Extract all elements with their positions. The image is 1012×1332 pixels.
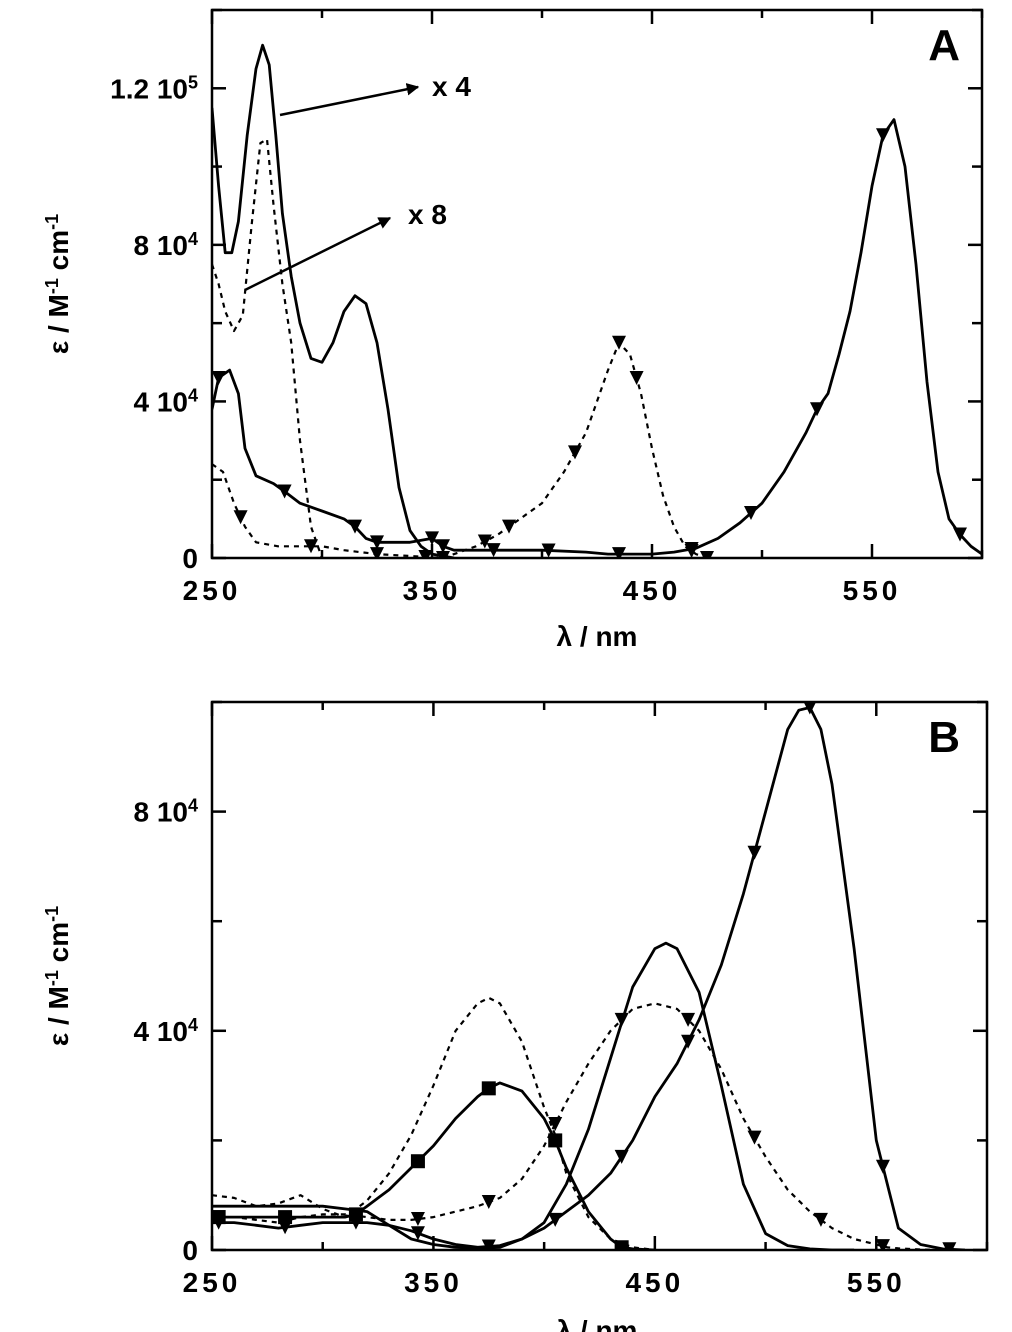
panel-a-frame xyxy=(210,8,984,560)
series-b-3-marker xyxy=(813,1212,828,1227)
y-tick-label: 0 xyxy=(182,543,198,574)
series-b-5-line xyxy=(212,706,965,1250)
panel-a-plot-area xyxy=(212,43,982,558)
series-b-5-marker xyxy=(942,1242,957,1250)
series-a-4-marker xyxy=(233,510,248,525)
series-b-2-marker xyxy=(410,1154,425,1169)
series-b-3-marker xyxy=(410,1212,425,1227)
x-tick-label: 250 xyxy=(183,575,242,606)
panel-b-label: B xyxy=(928,713,960,762)
series-b-3-line xyxy=(212,1002,943,1250)
series-b-2-marker xyxy=(481,1081,496,1096)
series-a-2-line xyxy=(212,138,324,558)
series-a-4-marker xyxy=(700,551,714,558)
series-a-3-marker xyxy=(370,535,384,550)
series-a-3-line xyxy=(212,118,982,556)
series-b-5-marker xyxy=(875,1159,890,1174)
series-a-3-marker xyxy=(876,128,890,143)
series-a-4-marker xyxy=(629,370,644,385)
series-b-3-marker xyxy=(681,1012,696,1027)
panel-b-x-axis-label: λ / nm xyxy=(557,1315,638,1332)
series-b-5-marker xyxy=(278,1220,293,1235)
series-a-4-marker xyxy=(612,335,626,350)
series-a-4-marker xyxy=(477,534,492,549)
x-tick-label: 250 xyxy=(183,1267,242,1298)
y-tick-label: 4 104 xyxy=(133,1015,198,1047)
panel-a-y-ticks: 0 4 104 8 104 1.2 105 xyxy=(110,8,982,574)
panel-a: 250 350 450 550 0 4 104 8 104 1.2 105 A λ / nm… xyxy=(42,8,984,652)
series-a-4-marker xyxy=(568,445,582,460)
annotation-x4: x 4 xyxy=(432,71,471,102)
panel-b-y-axis-label: ε / M-1 cm-1 xyxy=(42,906,74,1046)
panel-b-y-ticks: 0 4 104 8 104 xyxy=(133,700,987,1266)
x-tick-label: 350 xyxy=(403,575,462,606)
series-a-1-line xyxy=(212,43,455,558)
series-b-2-marker xyxy=(614,1240,629,1250)
annotation-x8: x 8 xyxy=(408,199,447,230)
annotation-arrow-x4 xyxy=(279,83,420,117)
series-a-4-marker xyxy=(436,551,450,558)
series-a-3-marker xyxy=(212,370,226,385)
y-tick-label: 8 104 xyxy=(133,229,198,261)
series-b-3-marker xyxy=(548,1116,563,1131)
series-b-5-marker xyxy=(681,1034,696,1049)
y-tick-label: 0 xyxy=(182,1235,198,1266)
series-a-3-marker xyxy=(541,543,556,558)
x-tick-label: 350 xyxy=(404,1267,463,1298)
series-a-3-marker xyxy=(348,519,362,534)
series-b-1-line xyxy=(212,996,656,1250)
series-b-5-marker xyxy=(481,1239,496,1250)
series-a-3-marker xyxy=(425,531,439,546)
panel-a-x-ticks: 250 350 450 550 xyxy=(183,10,984,606)
series-b-3-marker xyxy=(875,1239,890,1250)
series-a-4-marker xyxy=(370,547,384,558)
series-a-3-marker xyxy=(612,547,626,558)
series-b-3-marker xyxy=(481,1195,496,1210)
series-a-4-marker xyxy=(684,543,699,558)
panel-a-x-axis-label: λ / nm xyxy=(557,621,638,652)
panel-b-plot-area xyxy=(212,702,965,1250)
x-tick-label: 450 xyxy=(623,575,682,606)
series-a-4-marker xyxy=(502,519,516,534)
series-a-4-marker xyxy=(418,549,433,558)
series-a-4-marker xyxy=(304,539,318,554)
x-tick-label: 550 xyxy=(847,1267,906,1298)
series-a-3-marker xyxy=(486,543,501,558)
series-b-4-line xyxy=(212,941,855,1250)
series-b-5-marker xyxy=(410,1226,425,1241)
series-b-2-line xyxy=(212,1081,655,1250)
series-a-3-marker xyxy=(436,539,450,554)
x-tick-label: 550 xyxy=(843,575,902,606)
series-b-3-marker xyxy=(747,1130,762,1145)
panel-b: 250 350 450 550 0 4 104 8 104 B λ / nm ε / M-… xyxy=(42,700,989,1332)
panel-a-label: A xyxy=(928,21,960,70)
y-tick-label: 1.2 105 xyxy=(110,72,198,104)
y-tick-label: 4 104 xyxy=(133,385,198,417)
series-b-5-marker xyxy=(212,1215,226,1230)
series-b-5-marker xyxy=(348,1215,363,1230)
x-tick-label: 450 xyxy=(625,1267,684,1298)
series-b-5-marker xyxy=(803,702,817,715)
annotation-arrow-x8 xyxy=(244,216,392,292)
y-tick-label: 8 104 xyxy=(133,796,198,828)
series-a-3-marker xyxy=(277,484,292,499)
panel-b-x-ticks: 250 350 450 550 xyxy=(183,702,989,1298)
series-a-3-marker xyxy=(810,402,824,417)
series-b-5-marker xyxy=(614,1149,629,1164)
panel-b-frame xyxy=(210,700,989,1252)
series-a-3-marker xyxy=(953,527,967,542)
series-a-3-marker xyxy=(744,505,758,520)
series-b-5-marker xyxy=(747,845,762,860)
series-b-2-marker xyxy=(548,1133,563,1148)
series-b-5-marker xyxy=(548,1212,563,1227)
panel-a-y-axis-label: ε / M-1 cm-1 xyxy=(42,214,74,354)
